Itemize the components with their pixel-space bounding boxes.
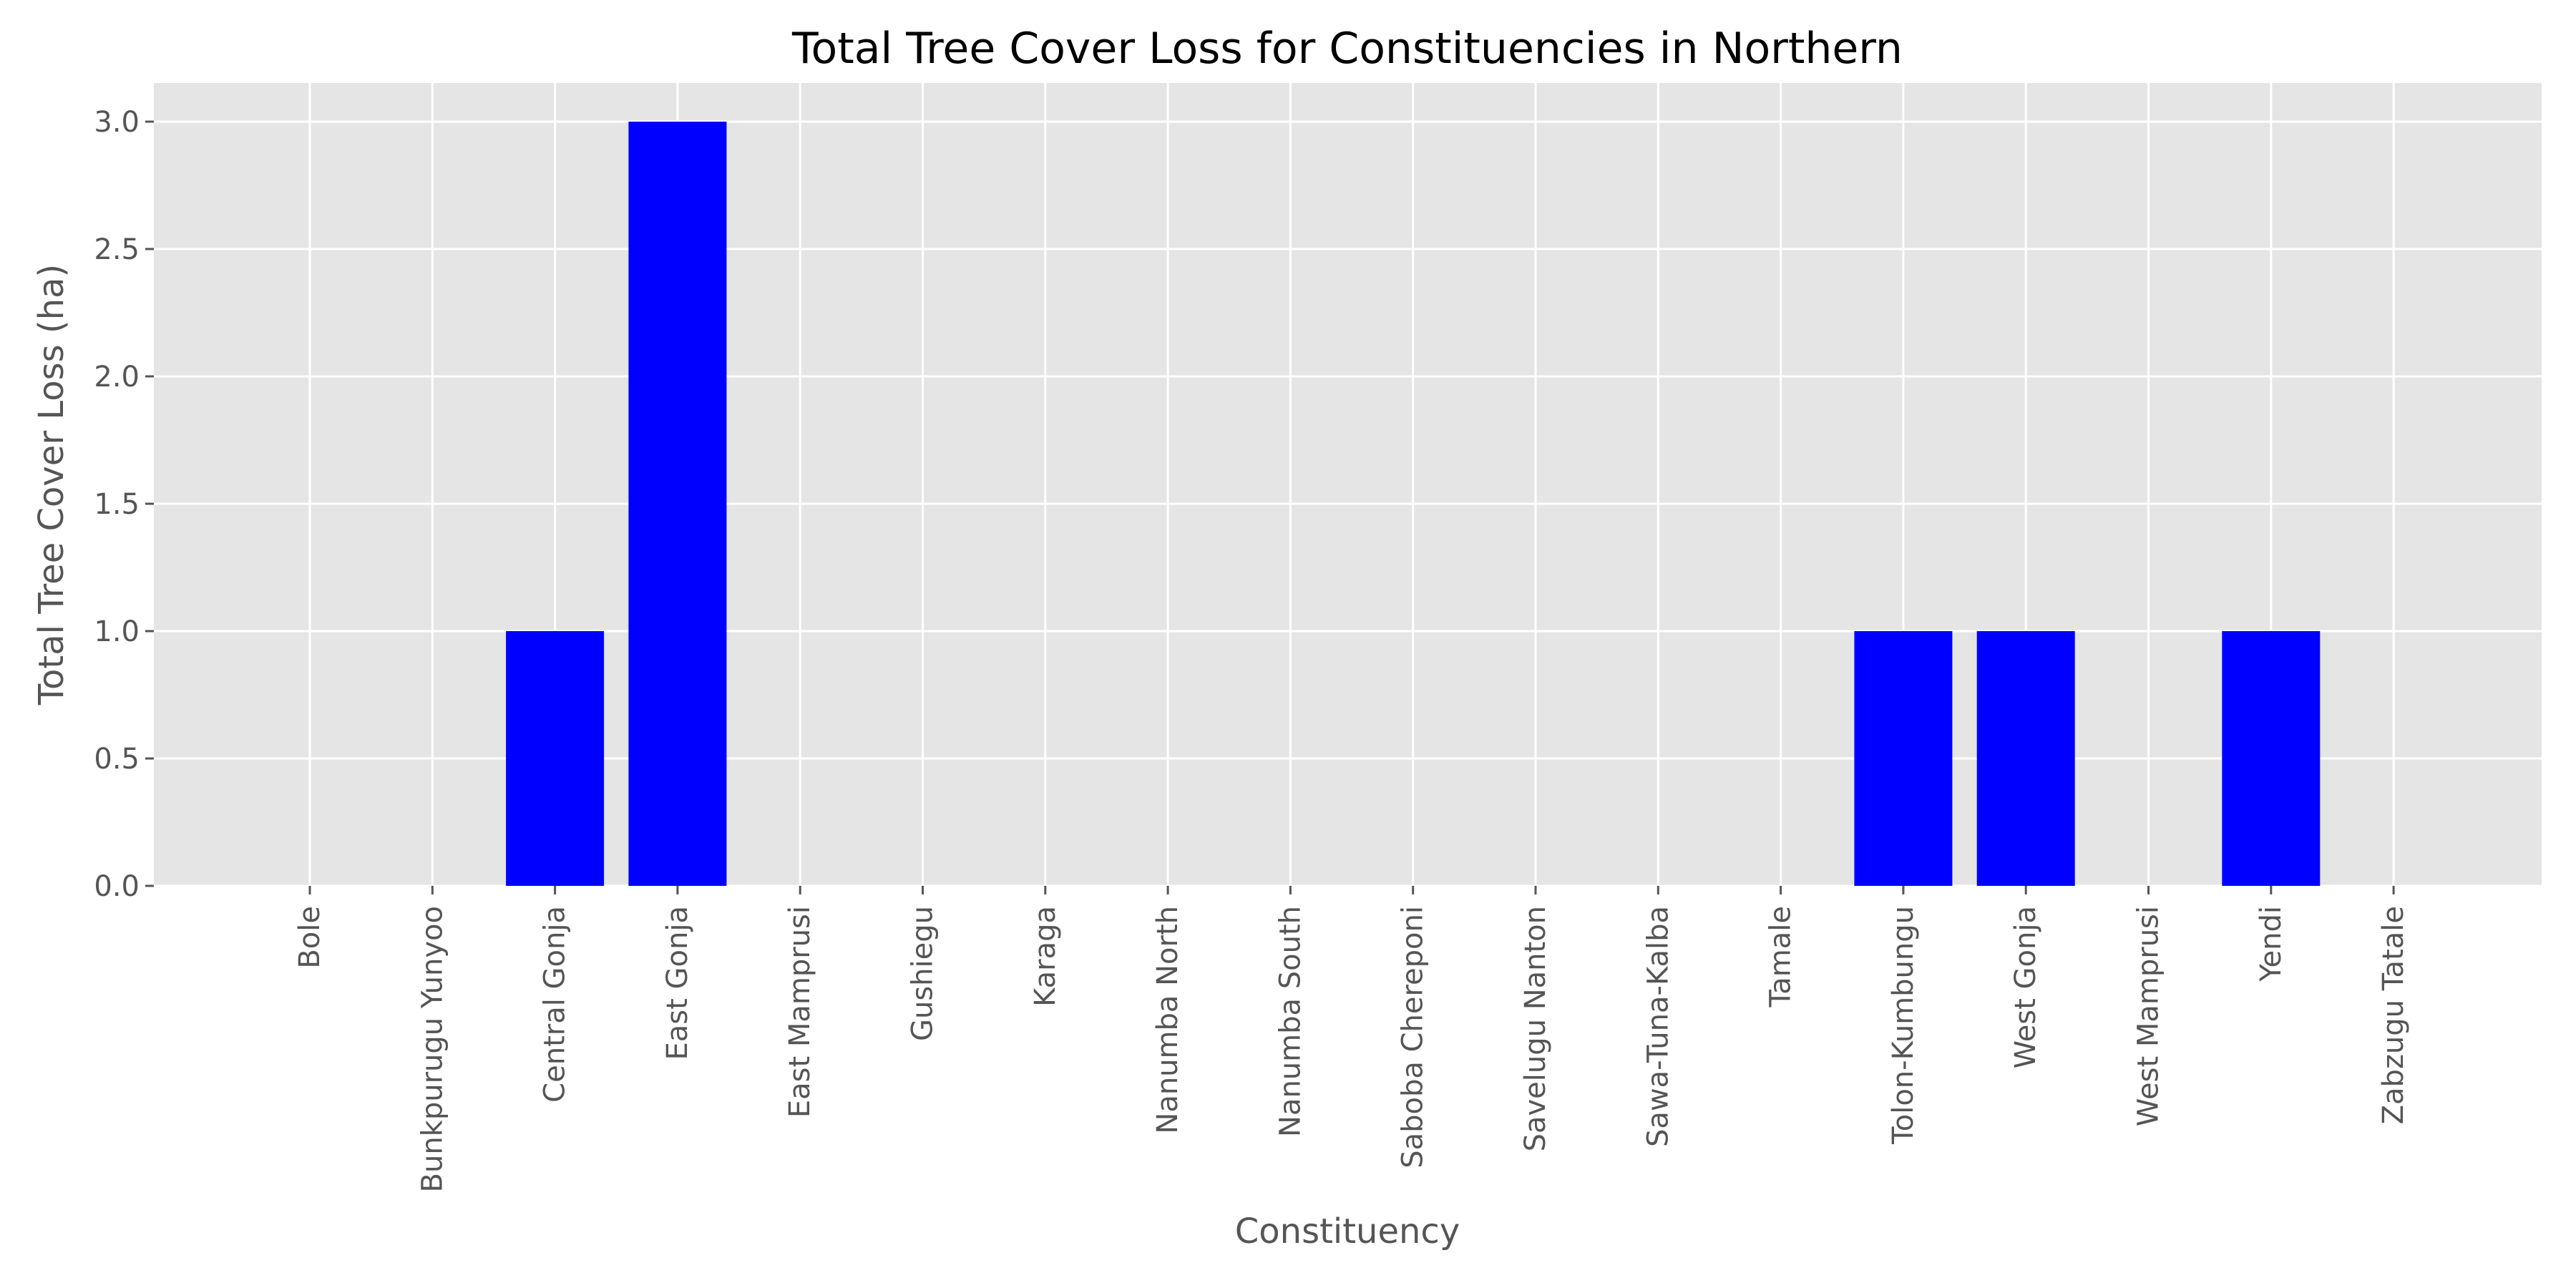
bar [2222,631,2321,886]
bar [1976,631,2075,886]
x-tick-label: West Gonja [2009,906,2042,1069]
x-axis-label: Constituency [1235,1211,1460,1252]
x-tick-label: Gushiegu [907,906,940,1041]
x-tick-label: Savelugu Nanton [1519,906,1552,1151]
chart-title: Total Tree Cover Loss for Constituencies… [791,24,1903,74]
x-tick-label: Sawa-Tuna-Kalba [1641,906,1674,1147]
y-tick-label: 0.0 [94,870,140,903]
x-tick-label: Karaga [1029,906,1062,1007]
y-tick-label: 1.5 [94,488,140,521]
x-tick-label: Zabzugu Tatale [2377,906,2410,1124]
bar [506,631,605,886]
x-tick-label: Yendi [2255,906,2288,982]
x-tick-label: Bole [293,906,326,969]
x-tick-label: Nanumba North [1151,906,1184,1134]
x-tick-label: Tamale [1765,906,1797,1008]
x-tick-label: East Gonja [661,906,694,1060]
axis-ticks: 0.0 0.5 1.0 1.5 2.0 2.5 3.0 Bole Bunkpurugu Yuny… [94,106,2410,1192]
y-axis-label: Total Tree Cover Loss (ha) [31,264,72,706]
x-tick-label: Central Gonja [539,906,572,1103]
y-tick-label: 2.0 [94,361,140,394]
x-tick-label: Bunkpurugu Yunyoo [416,906,449,1192]
x-tick-label: Saboba Chereponi [1397,906,1430,1169]
y-tick-label: 0.5 [94,743,140,776]
x-tick-label: Tolon-Kumbungu [1887,906,1920,1145]
y-tick-label: 2.5 [94,233,140,266]
bar [1854,631,1953,886]
y-tick-label: 1.0 [94,615,140,648]
x-tick-label: West Mamprusi [2132,906,2165,1126]
bar [628,122,727,886]
bars [506,122,2321,886]
x-tick-label: Nanumba South [1274,906,1307,1137]
x-tick-label: East Mamprusi [784,906,816,1118]
y-tick-label: 3.0 [94,106,140,139]
